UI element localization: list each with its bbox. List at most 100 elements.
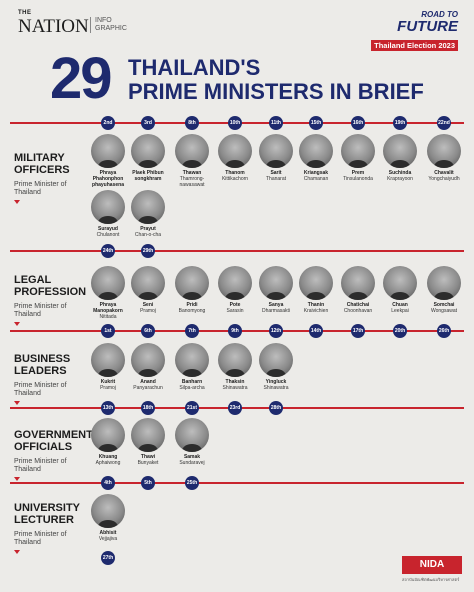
order-badge: 27th [101,551,115,565]
pm-card: Chatichai Choonhavan [336,266,380,314]
pm-card: Surayud Chulanont [86,190,130,238]
pm-name: Chavalit [434,170,454,176]
pm-card: Kukrit Pramoj [86,343,130,391]
pm-portrait [175,343,209,377]
category-title: UNIVERSITY LECTURER [14,502,80,526]
pm-card: Phraya Manopakorn Nititada [86,266,130,320]
order-badge: 5th [141,476,155,490]
order-badge: 20th [393,324,407,338]
pm-name: Thawi [140,454,156,460]
brand-the: THE [18,10,32,16]
order-badge: 14th [309,324,323,338]
pm-card: Samak Sundaravej [170,418,214,466]
pm-card: Phraya Phahonphon phayuhasena [86,134,130,188]
order-badge: 21st [185,401,199,415]
pm-name: Thanom [225,170,245,176]
pm-name: Thawan [182,170,202,176]
pm-name: Banharn [181,379,203,385]
pm-card: Prayut Chan-o-cha [126,190,170,238]
order-badge: 23rd [228,401,242,415]
category-subtitle: Prime Minister of Thailand [14,303,67,318]
pm-portrait [259,134,293,168]
pm-card: Sanya Dharmasakti [254,266,298,314]
pm-surname: Choonhavan [343,308,373,314]
pm-card: Suchinda Kraprayoon [378,134,422,182]
pm-portrait [383,266,417,300]
pm-name: Pridi [186,302,198,308]
pm-portrait [131,266,165,300]
pm-surname: Wongsawat [430,308,458,314]
pm-name: Abhisit [99,530,117,536]
pm-name: Sanya [268,302,284,308]
pm-card: Sarit Thanarat [254,134,298,182]
category-title-line: GOVERNMENT [14,429,93,441]
order-badge: 4th [101,476,115,490]
order-badge: 15th [309,116,323,130]
pm-surname: Kraprayoon [387,176,413,182]
pm-portrait [427,266,461,300]
pm-card: Chuan Leekpai [378,266,422,314]
category-title: GOVERNMENT OFFICIALS [14,429,93,453]
pm-name: Pote [229,302,241,308]
pm-name: Plaek Phibun songkhram [132,170,164,182]
pm-surname: Chan-o-cha [134,232,162,238]
pm-name: Samak [183,454,201,460]
order-badge: 16th [351,116,365,130]
pm-card: Plaek Phibun songkhram [126,134,170,182]
pm-portrait [175,134,209,168]
pm-surname: Tinsulanonda [343,176,373,182]
pm-portrait [91,266,125,300]
category-label: UNIVERSITY LECTURER Prime Minister of Thai… [14,502,80,554]
pm-name: Thaksin [225,379,245,385]
order-badge: 24th [101,244,115,258]
road-to-future-logo: ROAD TO FUTURE Thailand Election 2023 [354,10,458,53]
category-title-line: OFFICERS [14,164,70,176]
pm-card: Chavalit Yongchaiyudh [422,134,466,182]
category-title-line: PROFESSION [14,286,87,298]
pm-name: Chatichai [346,302,370,308]
big-number: 29 [50,46,112,111]
header: THE NATION INFO GRAPHIC ROAD TO FUTURE T… [0,0,474,120]
category-title-line: LEADERS [14,365,67,377]
pm-card: Seni Pramoj [126,266,170,314]
category-title-line: LEGAL [14,274,52,286]
pm-name: Prayut [140,226,156,232]
pm-name: Anand [140,379,156,385]
order-badge: 28th [269,401,283,415]
order-badge: 26th [437,324,451,338]
section-divider [10,250,464,252]
pm-surname: Leekpai [391,308,409,314]
category-label: MILITARY OFFICERS Prime Minister of Thaila… [14,152,78,204]
pm-name: Surayud [97,226,118,232]
pm-portrait [91,418,125,452]
order-badge: 22nd [437,116,451,130]
pm-name: Somchai [433,302,455,308]
pm-card: Thawi Bunyaket [126,418,170,466]
future: FUTURE [397,18,458,35]
pm-portrait [131,418,165,452]
pm-name: Suchinda [388,170,412,176]
category-title-line: OFFICIALS [14,441,73,453]
category-title-line: UNIVERSITY [14,502,81,514]
pm-portrait [91,190,125,224]
nida-text: NIDA [402,556,462,574]
pm-portrait [175,266,209,300]
category-label: LEGAL PROFESSION Prime Minister of Thailan… [14,274,86,326]
category-title: BUSINESS LEADERS [14,353,78,377]
pm-surname: Pramoj [140,308,156,314]
nida-subtitle: สถาบันบัณฑิตพัฒนบริหารศาสตร์ [402,577,460,582]
category-title-line: BUSINESS [14,353,71,365]
nida-logo: NIDA สถาบันบัณฑิตพัฒนบริหารศาสตร์ [402,556,462,584]
pm-card: Somchai Wongsawat [422,266,466,314]
order-badge: 17th [351,324,365,338]
brand-infographic: INFO GRAPHIC [90,17,139,33]
pm-surname: Chamanan [303,176,329,182]
title-line-2: PRIME MINISTERS IN BRIEF [128,79,424,104]
pm-card: Thaksin Shinawatra [213,343,257,391]
pm-surname: Silpa-archa [179,385,205,391]
order-badge: 29th [141,244,155,258]
order-badge: 3rd [141,116,155,130]
pm-portrait [131,343,165,377]
pm-surname: Kittikachorn [221,176,249,182]
category-title-line: LECTURER [14,514,74,526]
